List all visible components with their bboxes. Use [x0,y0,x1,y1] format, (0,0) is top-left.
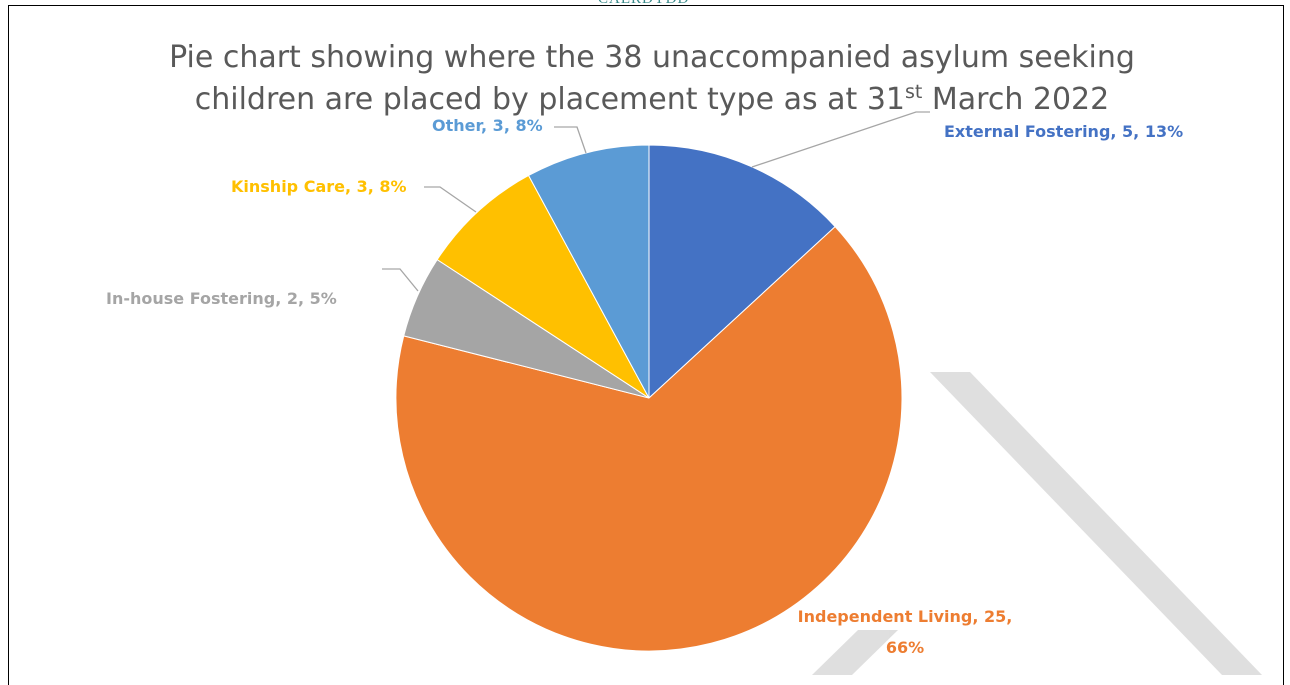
pie-slice-kinship-care [436,174,650,399]
pie-slice-other [527,144,650,399]
header-mark: CAERDYDD [598,0,689,8]
label-independent-living-line2: 66% [886,638,924,657]
label-independent-living-line1: Independent Living, 25, [798,607,1013,626]
title-line2-main: children are placed by placement type as… [195,82,905,117]
watermark [812,372,1262,675]
leader-kinship-care [424,186,477,213]
label-external-fostering: External Fostering, 5, 13% [944,122,1183,141]
label-kinship-care: Kinship Care, 3, 8% [231,177,407,196]
label-other: Other, 3, 8% [432,116,543,135]
pie-slice-independent-living [395,225,903,652]
chart-title-line1: Pie chart showing where the 38 unaccompa… [169,40,1135,75]
title-line2-end: March 2022 [922,82,1109,117]
chart-frame [8,5,1284,685]
leader-in-house-fostering [382,268,419,292]
label-in-house-fostering: In-house Fostering, 2, 5% [106,289,337,308]
pie-slice-external-fostering [648,144,836,400]
leader-other [554,126,587,154]
leader-external-fostering [751,111,930,168]
pie-slices [395,144,903,652]
chart-title-line2: children are placed by placement type as… [195,81,1109,117]
leader-lines [382,111,930,292]
title-superscript: st [905,81,922,103]
